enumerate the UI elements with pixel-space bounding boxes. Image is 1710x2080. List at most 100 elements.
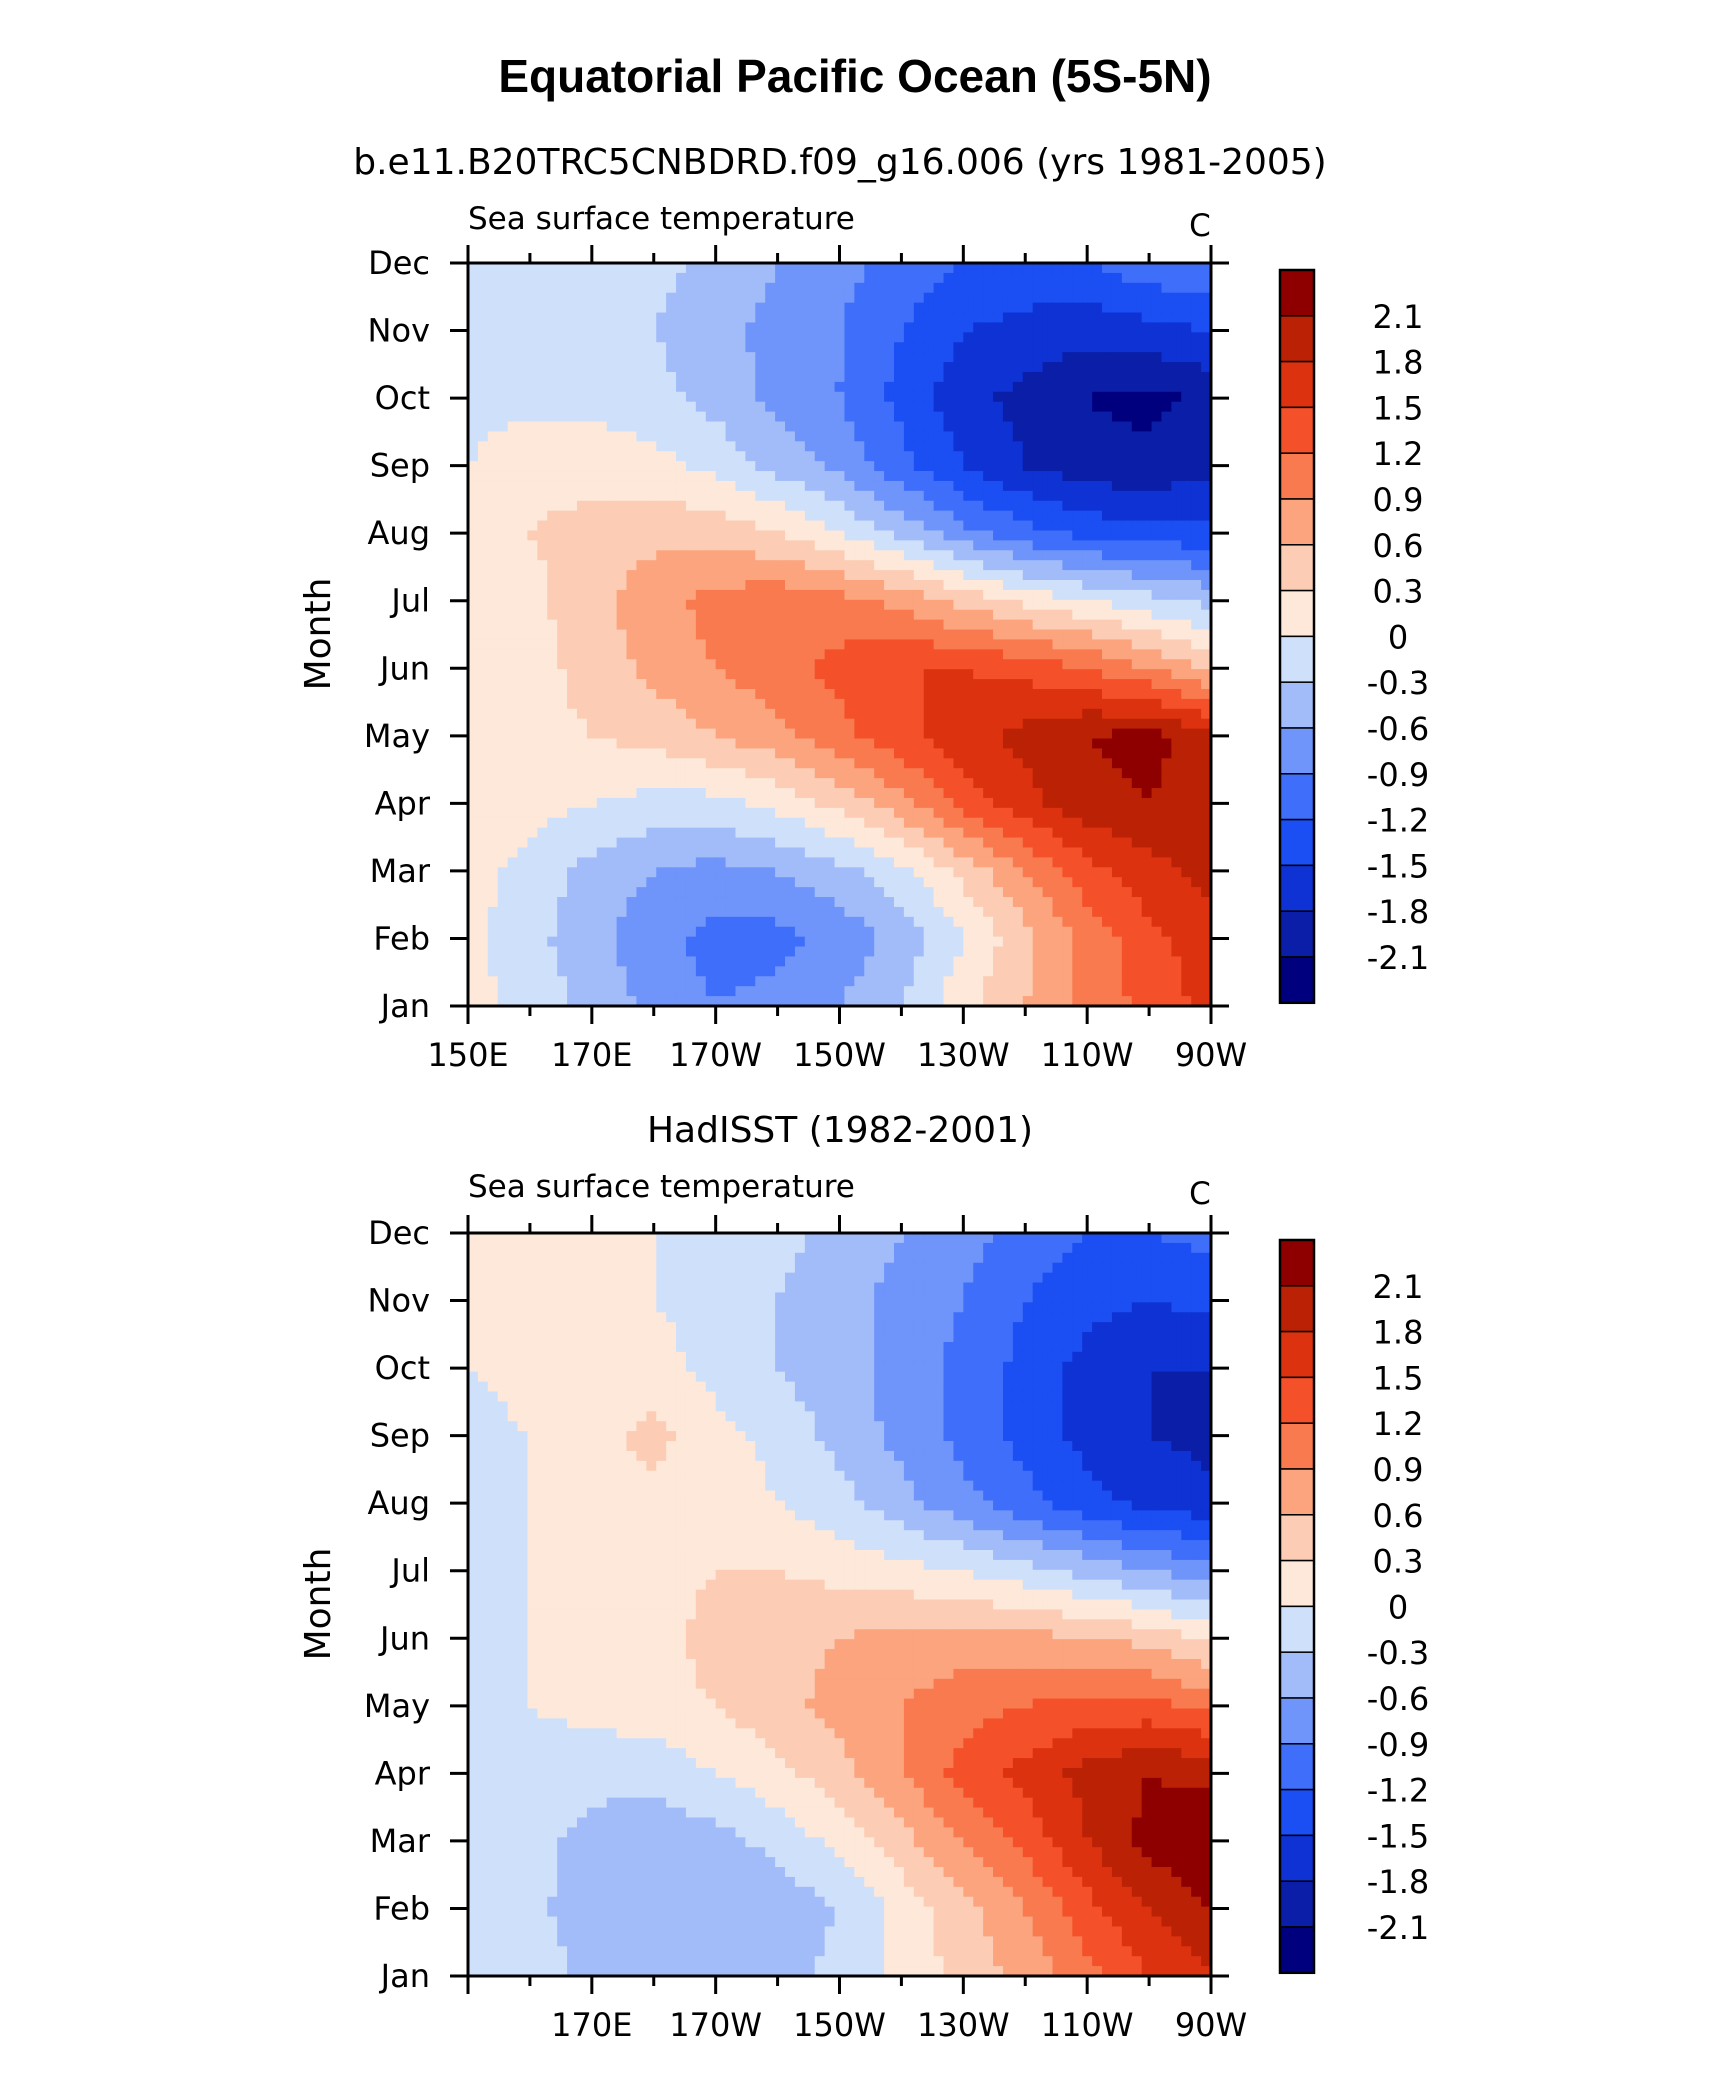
heatmap-cell [518, 689, 529, 700]
heatmap-cell [1033, 699, 1044, 710]
heatmap-cell [973, 877, 984, 888]
heatmap-cell [1112, 491, 1123, 502]
heatmap-cell [884, 877, 895, 888]
heatmap-cell [815, 263, 826, 274]
heatmap-cell [706, 887, 717, 898]
heatmap-cell [1142, 709, 1153, 720]
heatmap-cell [1092, 392, 1103, 403]
heatmap-cell [617, 431, 628, 442]
heatmap-cell [646, 649, 657, 660]
heatmap-cell [963, 362, 974, 373]
heatmap-cell [488, 600, 499, 611]
heatmap-cell [904, 540, 915, 551]
heatmap-cell [1161, 313, 1172, 324]
heatmap-cell [745, 540, 756, 551]
heatmap-cell [775, 412, 786, 423]
heatmap-cell [805, 471, 816, 482]
heatmap-cell [587, 303, 598, 314]
heatmap-cell [775, 709, 786, 720]
heatmap-cell [795, 719, 806, 730]
heatmap-cell [904, 402, 915, 413]
heatmap-cell [726, 838, 737, 849]
heatmap-cell [1043, 431, 1054, 442]
heatmap-cell [825, 867, 836, 878]
heatmap-cell [1023, 768, 1034, 779]
heatmap-cell [696, 451, 707, 462]
heatmap-cell [1013, 501, 1024, 512]
heatmap-cell [1102, 867, 1113, 878]
heatmap-cell [735, 689, 746, 700]
heatmap-cell [963, 422, 974, 433]
heatmap-cell [805, 828, 816, 839]
heatmap-cell [676, 263, 687, 274]
heatmap-cell [1033, 867, 1044, 878]
heatmap-cell [617, 857, 628, 868]
heatmap-cell [676, 877, 687, 888]
heatmap-cell [1102, 709, 1113, 720]
heatmap-cell [567, 263, 578, 274]
heatmap-cell [1142, 491, 1153, 502]
heatmap-cell [587, 689, 598, 700]
heatmap-cell [518, 857, 529, 868]
heatmap-cell [934, 689, 945, 700]
heatmap-cell [527, 917, 538, 928]
heatmap-cell [815, 748, 826, 759]
heatmap-cell [864, 808, 875, 819]
heatmap-cell [636, 649, 647, 660]
heatmap-cell [874, 382, 885, 393]
heatmap-cell [904, 372, 915, 383]
heatmap-cell [1092, 342, 1103, 353]
heatmap-cell [805, 788, 816, 799]
heatmap-cell [815, 877, 826, 888]
heatmap-cell [815, 501, 826, 512]
heatmap-cell [1181, 630, 1192, 641]
heatmap-cell [617, 778, 628, 789]
heatmap-cell [518, 481, 529, 492]
heatmap-cell [854, 303, 865, 314]
heatmap-cell [666, 610, 677, 621]
heatmap-cell [696, 560, 707, 571]
heatmap-cell [953, 719, 964, 730]
heatmap-cell [884, 580, 895, 591]
heatmap-cell [557, 560, 568, 571]
heatmap-cell [666, 461, 677, 472]
heatmap-cell [1062, 649, 1073, 660]
heatmap-cell [1052, 431, 1063, 442]
heatmap-cell [745, 501, 756, 512]
heatmap-cell [1052, 382, 1063, 393]
heatmap-cell [567, 857, 578, 868]
heatmap-cell [577, 897, 588, 908]
heatmap-cell [1112, 392, 1123, 403]
heatmap-cell [904, 590, 915, 601]
heatmap-cell [617, 392, 628, 403]
heatmap-cell [1023, 857, 1034, 868]
heatmap-cell [914, 332, 925, 343]
heatmap-cell [1023, 867, 1034, 878]
heatmap-cell [854, 719, 865, 730]
heatmap-cell [1161, 907, 1172, 918]
heatmap-cell [755, 362, 766, 373]
heatmap-cell [894, 422, 905, 433]
heatmap-cell [627, 719, 638, 730]
heatmap-cell [815, 382, 826, 393]
heatmap-cell [894, 887, 905, 898]
heatmap-cell [815, 778, 826, 789]
heatmap-cell [488, 283, 499, 294]
heatmap-cell [864, 600, 875, 611]
heatmap-cell [1043, 897, 1054, 908]
heatmap-cell [607, 560, 618, 571]
heatmap-cell [646, 719, 657, 730]
heatmap-cell [488, 907, 499, 918]
heatmap-cell [1191, 838, 1202, 849]
heatmap-cell [1191, 689, 1202, 700]
heatmap-cell [1023, 412, 1034, 423]
heatmap-cell [1112, 303, 1123, 314]
heatmap-cell [1023, 570, 1034, 581]
heatmap-cell [686, 313, 697, 324]
heatmap-cell [874, 570, 885, 581]
heatmap-cell [686, 768, 697, 779]
heatmap-cell [577, 877, 588, 888]
heatmap-cell [656, 303, 667, 314]
heatmap-cell [1092, 699, 1103, 710]
heatmap-cell [488, 431, 499, 442]
